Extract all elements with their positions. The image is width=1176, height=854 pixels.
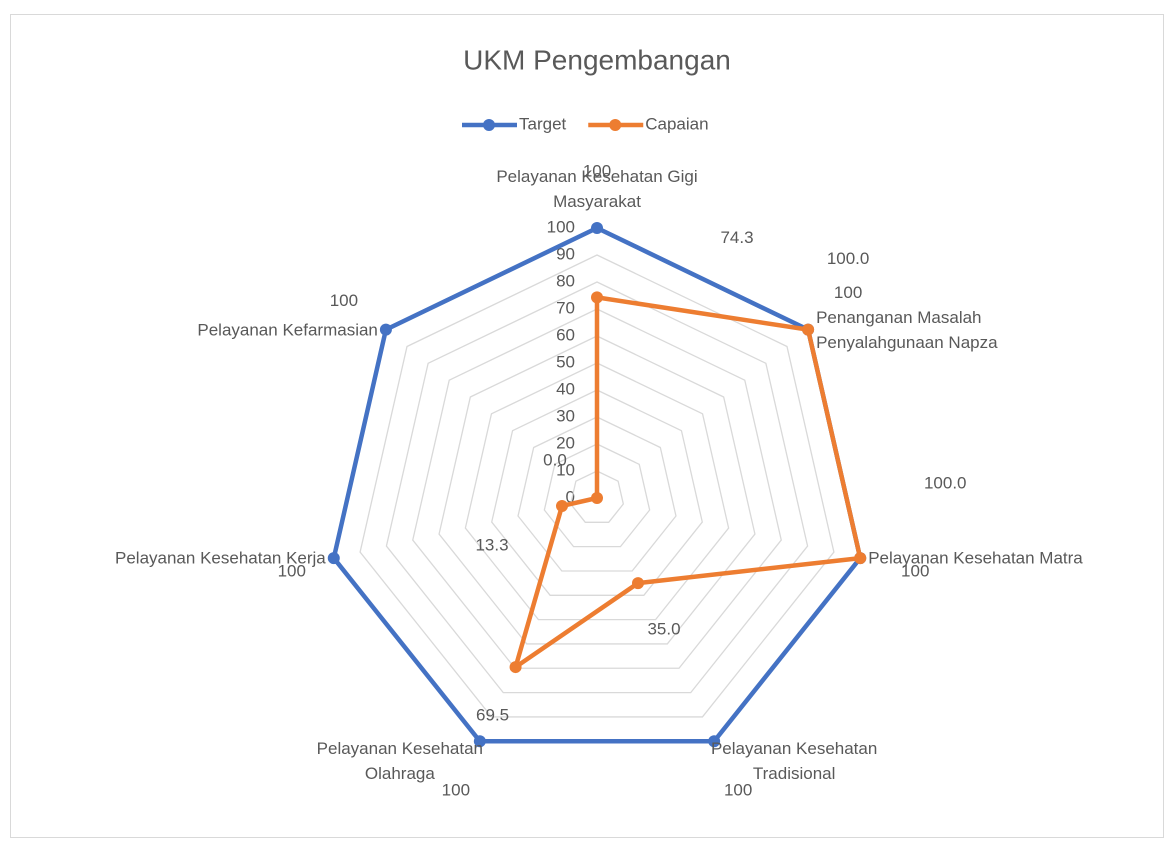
data-point [509, 661, 522, 674]
legend-marker [483, 119, 495, 131]
r-tick-label: 30 [556, 406, 575, 425]
legend-label: Target [519, 114, 567, 133]
r-tick-label: 0 [566, 487, 575, 506]
grid-line [359, 254, 835, 718]
data-point [379, 323, 392, 336]
legend-marker [609, 119, 622, 131]
r-tick-label: 40 [556, 379, 575, 398]
data-point [555, 499, 568, 512]
grid-line [464, 362, 730, 621]
data-label: 74.3 [720, 228, 753, 247]
grid-line [569, 470, 625, 523]
data-label: 100 [834, 283, 862, 302]
data-label: 100 [442, 781, 470, 800]
data-label: 35.0 [647, 620, 680, 639]
data-point [591, 222, 603, 234]
r-tick-label: 60 [556, 325, 575, 344]
data-point [327, 552, 340, 565]
chart-frame [10, 14, 1164, 838]
grid-line [438, 335, 756, 645]
data-label: 0.0 [543, 450, 567, 469]
data-label: 13.3 [475, 535, 508, 554]
grid-line [412, 308, 782, 669]
legend-label: Capaian [645, 114, 708, 133]
chart-title: UKM Pengembangan [463, 44, 731, 75]
data-label: 100 [583, 161, 611, 180]
data-point [473, 735, 486, 748]
data-point [591, 291, 603, 304]
r-tick-label: 100 [547, 217, 575, 236]
data-point [802, 323, 815, 336]
data-point [591, 492, 603, 504]
grid-line [491, 389, 703, 596]
data-label: 100 [724, 781, 752, 800]
data-label: 100 [330, 291, 358, 310]
r-tick-label: 50 [556, 352, 575, 371]
category-label: Pelayanan Kesehatan Kerja [115, 548, 326, 568]
category-label: Pelayanan Kesehatan Gigi Masyarakat [496, 167, 698, 211]
category-label: Pelayanan Kesehatan Olahraga [316, 739, 484, 784]
data-label: 100.0 [827, 249, 870, 268]
r-tick-label: 90 [556, 244, 575, 263]
data-label: 100.0 [924, 474, 967, 493]
grid-line [543, 443, 651, 548]
r-tick-label: 70 [556, 298, 575, 317]
category-label: Penanganan Masalah Penyalahgunaan Napza [816, 307, 998, 352]
grid-line [385, 281, 809, 694]
data-point [854, 552, 867, 565]
data-point [708, 735, 721, 748]
category-label: Pelayanan Kefarmasian [197, 320, 378, 340]
data-label: 100 [278, 562, 306, 581]
data-point [632, 577, 645, 590]
data-label: 69.5 [476, 706, 509, 725]
r-tick-label: 20 [556, 433, 575, 452]
r-tick-label: 10 [556, 460, 575, 479]
category-label: Pelayanan Kesehatan Tradisional [710, 739, 878, 784]
data-label: 100 [901, 562, 929, 581]
grid-line [517, 416, 677, 572]
category-label: Pelayanan Kesehatan Matra [868, 548, 1083, 568]
r-tick-label: 80 [556, 271, 575, 290]
